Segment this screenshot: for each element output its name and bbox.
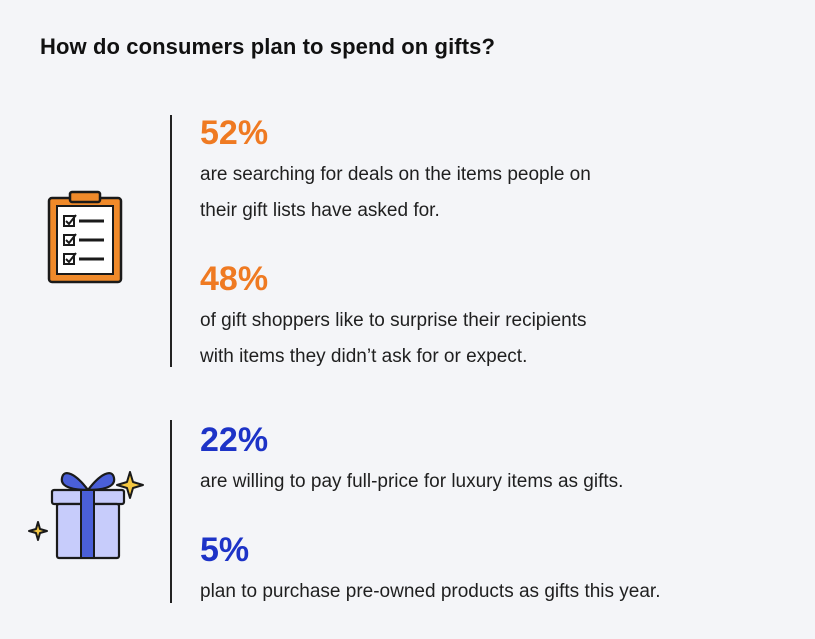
stat-value: 48% [200,260,269,298]
stat-description: of gift shoppers like to surprise their … [200,310,587,367]
stats-section-deals: 52% are searching for deals on the items… [0,115,815,367]
section-divider [170,420,172,603]
gift-box-icon [26,460,146,560]
stat-description: are willing to pay full-price for luxury… [200,471,624,492]
stat-description: plan to purchase pre-owned products as g… [200,581,661,602]
stat-item: 5% plan to purchase pre-owned products a… [200,532,800,610]
stat-item: 48% of gift shoppers like to surprise th… [200,261,800,375]
page-title: How do consumers plan to spend on gifts? [40,34,496,59]
stat-value: 52% [200,114,269,152]
stat-description: are searching for deals on the items peo… [200,164,591,221]
clipboard-checklist-icon [46,190,126,285]
stats-section-luxury: 22% are willing to pay full-price for lu… [0,420,815,603]
section-divider [170,115,172,367]
stat-item: 52% are searching for deals on the items… [200,115,800,229]
stat-item: 22% are willing to pay full-price for lu… [200,422,800,500]
stat-value: 5% [200,531,250,569]
stat-value: 22% [200,421,269,459]
